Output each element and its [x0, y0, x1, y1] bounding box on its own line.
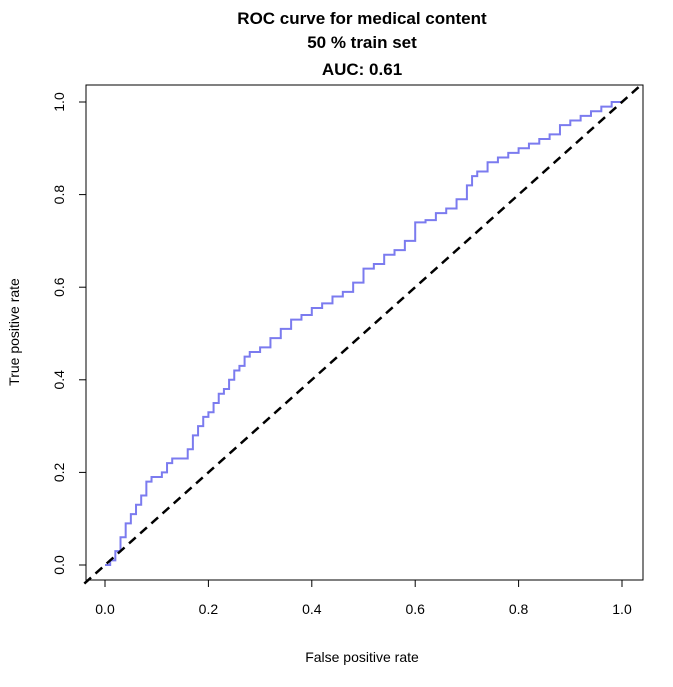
y-tick-label: 0.8 — [51, 185, 67, 205]
y-axis-label: True positive rate — [6, 278, 22, 386]
x-axis-label: False positive rate — [305, 649, 419, 665]
y-tick-label: 0.6 — [51, 277, 67, 297]
x-tick-label: 0.2 — [199, 601, 219, 617]
x-tick-label: 0.8 — [509, 601, 529, 617]
chart-title-line-3: AUC: 0.61 — [322, 60, 402, 79]
chart-title-line-2: 50 % train set — [307, 33, 417, 52]
series-layer — [83, 82, 644, 585]
y-tick-label: 1.0 — [51, 92, 67, 112]
diagonal-reference-line — [83, 82, 644, 585]
y-tick-label: 0.2 — [51, 462, 67, 482]
x-tick-label: 0.6 — [405, 601, 425, 617]
roc-curve-line — [105, 101, 622, 566]
x-tick-label: 1.0 — [612, 601, 632, 617]
plot-frame — [85, 84, 644, 581]
chart-title-line-1: ROC curve for medical content — [237, 9, 487, 28]
y-tick-label: 0.4 — [51, 370, 67, 390]
x-tick-label: 0.4 — [302, 601, 322, 617]
axis-ticks: 0.0 0.2 0.4 0.6 0.8 1.0 0.0 0.2 0.4 0.6 0.8 1.0 — [51, 92, 632, 617]
y-tick-label: 0.0 — [51, 555, 67, 575]
x-tick-label: 0.0 — [95, 601, 115, 617]
